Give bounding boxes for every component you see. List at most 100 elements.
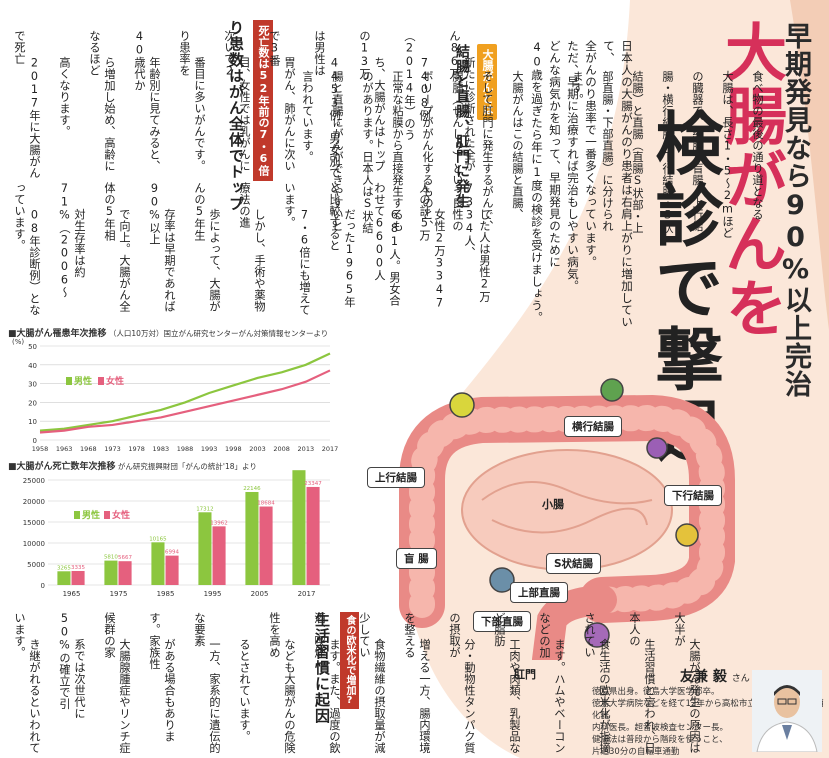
bar-male xyxy=(292,470,306,585)
label-upper-rectum: 上部直腸 xyxy=(510,582,568,603)
body-line: 大腸がんはこの結腸と直腸、 xyxy=(511,70,524,221)
body-line: 正常な粘膜から直接発生するも xyxy=(391,70,404,232)
body-line: 4453例。男女別では男性は xyxy=(313,30,341,179)
x-tick-label: 2005 xyxy=(251,590,269,598)
body-line: 分・動物性タンパク質の摂取が xyxy=(448,612,476,754)
section3-heading: 生活習慣に起因 xyxy=(313,612,331,724)
x-tick-label: 1993 xyxy=(201,445,218,453)
bio-line: 健康法は普段から階段を使うこと、 xyxy=(592,735,728,745)
body-line: 目、女性では乳がんに次いで2 xyxy=(223,30,251,172)
bar-male xyxy=(245,491,259,585)
data-label: 6994 xyxy=(165,550,179,556)
body-line: 大腸は、長さ1・5〜2mほど xyxy=(721,70,734,239)
data-label: 23347 xyxy=(304,481,322,487)
body-line: 腸と直腸にがんができやすいと xyxy=(331,70,344,232)
lede-line: ただ、早期に治療すれば完治もしやすい病気。 xyxy=(566,40,580,292)
data-label: 3265 xyxy=(57,565,71,571)
data-label: 18684 xyxy=(257,501,275,507)
body-line: 7408例（2014年）のう xyxy=(403,30,431,141)
x-tick-label: 1985 xyxy=(157,590,175,598)
x-tick-label: 2013 xyxy=(298,445,315,453)
body-line: ます。 xyxy=(571,70,584,106)
legend-label: 男性 xyxy=(82,509,100,521)
y-tick-label: 0 xyxy=(33,437,37,445)
body-line: 胃がん、肺がんに次いで3番 xyxy=(268,30,296,172)
y-tick-label: 20 xyxy=(28,399,37,407)
body-line: 歩によって、大腸がんの5年生 xyxy=(193,182,221,313)
bar-male xyxy=(57,571,71,585)
label-lower-rectum: 下部直腸 xyxy=(473,611,531,632)
lede: 日本人の大腸がんのり患者は右肩上がりに増加していて、 全がんのり患率で一番多くな… xyxy=(528,40,636,330)
body-line: 番目に多いがんです。り患率を xyxy=(178,30,206,172)
label-sigmoid-colon: S状結腸 xyxy=(546,553,602,574)
virus-icon xyxy=(646,437,668,459)
legend-label: 男性 xyxy=(74,375,92,387)
body-line: 工肉や肉類、乳製品など脂肪 xyxy=(493,612,521,754)
x-tick-label: 1968 xyxy=(80,445,97,453)
body-line: だった1965年と比較すると xyxy=(328,182,356,308)
x-tick-label: 2017 xyxy=(322,445,339,453)
virus-icon xyxy=(600,378,624,402)
data-label: 5810 xyxy=(104,555,118,561)
body-line: 食べ物の最後の通り道となる xyxy=(751,70,764,221)
body-line: 結腸）と直腸（直腸S状部・上 xyxy=(631,70,644,234)
legend-swatch xyxy=(98,377,104,385)
lede-line: 40歳を過ぎたら年に1度の検診を受けましょう。 xyxy=(530,40,544,324)
body-line: 言われています。 xyxy=(301,70,314,163)
label-small-intestine: 小腸 xyxy=(542,498,564,511)
y-tick-label: 50 xyxy=(28,343,37,351)
bio-line: 徳島県出身。徳島大学医学部卒。 xyxy=(592,687,720,697)
section2-body-lower: した人は男性2万7334人、 女性2万3347人の計5万 681人。男女合わせて… xyxy=(12,182,507,317)
body-line: ます。また、過度の飲酒、喫煙 xyxy=(313,612,341,754)
body-line: 食物繊維の摂取量が減少してい xyxy=(358,612,386,754)
bar-chart: 0 5000 10000 15000 20000 25000 3265 3335 1965 581… xyxy=(23,470,330,598)
label-cecum: 盲 腸 xyxy=(396,548,437,569)
section1-heading: 結腸と直腸、肛門に発生 xyxy=(454,44,470,209)
body-line: 大腸がん発生の原因は大半が xyxy=(673,612,701,754)
bar-male xyxy=(151,542,165,585)
profile-name: 友兼 毅 xyxy=(680,669,727,685)
bar-female xyxy=(118,561,132,585)
legend-label: 女性 xyxy=(112,509,130,521)
section3-body: 大腸がん発生の原因は大半が 生活習慣と言われ、日本人の 食生活の欧米化が指摘され… xyxy=(12,612,717,754)
x-tick-label: 1988 xyxy=(177,445,194,453)
line-chart: (%) 0 10 20 30 40 50 1958 1963 1968 1973 1978 1983 19… xyxy=(12,338,339,453)
body-line: で向上。大腸がん全体の5年相 xyxy=(103,182,131,313)
intestine-illustration xyxy=(399,378,735,660)
chart1-unit: （人口10万対）国立がん研究センターがん対策情報センターより xyxy=(108,329,329,338)
legend-swatch xyxy=(66,377,72,385)
bar-female xyxy=(259,506,273,585)
x-tick-label: 2008 xyxy=(273,445,290,453)
x-tick-label: 1965 xyxy=(63,590,81,598)
body-line: した人は男性2万7334人、 xyxy=(463,182,491,303)
bar-female xyxy=(71,570,85,585)
headline-main-line1: 大腸がんを xyxy=(714,20,787,340)
section2-badge: 死亡数は52年前の7・6倍 xyxy=(253,20,273,181)
data-label: 13962 xyxy=(210,520,228,526)
bar-male xyxy=(198,512,212,585)
bar-female xyxy=(306,486,320,585)
lede-line: どんな病気かを知って、早期発見のために xyxy=(548,40,562,268)
section1-body: 食べ物の最後の通り道となる 大腸は、長さ1・5〜2mほど の臓器で、結腸（盲腸・… xyxy=(300,44,780,294)
y-tick-label: 0 xyxy=(41,582,45,590)
body-line: 7・6倍にも増えています。 xyxy=(283,182,311,316)
body-line: ます。ハムやベーコンなどの加 xyxy=(538,612,566,754)
legend-swatch xyxy=(104,511,110,519)
profile-name-row: 友兼 毅 さん xyxy=(680,666,750,686)
body-line: ポリープががん化するものと、 xyxy=(421,70,434,232)
body-line: そして肛門に発生するがんで、 xyxy=(481,70,494,232)
legend-swatch xyxy=(74,511,80,519)
chart2-source: がん研究振興財団「がんの統計'18」より xyxy=(117,462,257,471)
profile-bio: 徳島県出身。徳島大学医学部卒。 徳島大学病院などを経て12年から高松市立みんなの… xyxy=(592,686,824,758)
body-line: 新たに診断された全がん86万 xyxy=(448,30,476,172)
body-line: 食生活の欧米化が指摘されてい xyxy=(583,612,611,754)
series-line-male xyxy=(39,352,331,432)
body-line: なども大腸がんの危険性を高め xyxy=(268,612,296,754)
label-transverse-colon: 横行結腸 xyxy=(564,416,622,437)
x-tick-label: 1983 xyxy=(153,445,170,453)
body-line: ら増加し始め、高齢になるほど xyxy=(88,30,116,172)
body-line: 女性2万3347人の計5万 xyxy=(418,182,446,310)
y-tick-label: 5000 xyxy=(27,561,45,569)
body-line: 2017年に大腸がんで死亡 xyxy=(13,30,41,179)
x-tick-label: 2003 xyxy=(249,445,266,453)
